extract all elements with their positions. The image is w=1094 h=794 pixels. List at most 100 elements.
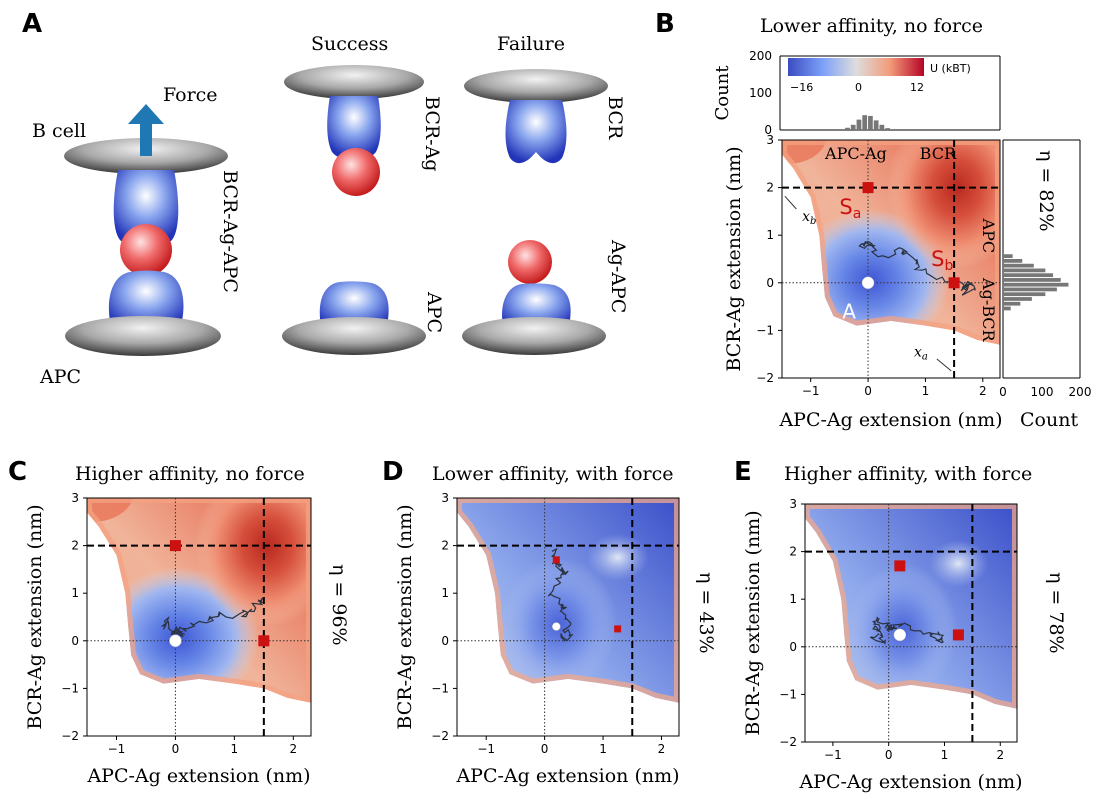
top-hist-bar xyxy=(868,115,873,130)
y-tick-label: 2 xyxy=(71,539,79,553)
ag-apc-label: Ag-APC xyxy=(607,239,629,313)
plot-frame xyxy=(86,497,312,737)
x-tick-label: −1 xyxy=(477,742,495,756)
region-label-apc: APC xyxy=(979,218,998,254)
panel-d-eta: η = 43% xyxy=(695,572,717,654)
y-tick-label: 3 xyxy=(71,491,79,505)
antigen-ball xyxy=(120,224,172,276)
success-antigen-ball xyxy=(332,148,380,196)
x-axis-label: APC-Ag extension (nm) xyxy=(86,765,310,787)
landscape-surface xyxy=(87,498,311,703)
energy-edge xyxy=(782,140,827,164)
y-tick-label: 2 xyxy=(766,181,774,195)
right-hist-tick-100: 100 xyxy=(1031,385,1054,399)
y-axis-label: BCR-Ag extension (nm) xyxy=(24,504,46,729)
saddle-marker xyxy=(952,629,964,641)
failure-apc-disc xyxy=(462,317,606,355)
right-hist-tick-0: 0 xyxy=(999,385,1007,399)
y-tick-label: −2 xyxy=(779,735,797,749)
energy-peak xyxy=(887,140,1000,269)
energy-plateau xyxy=(928,539,989,588)
colorbar-mid: 0 xyxy=(855,81,862,94)
y-tick-label: 2 xyxy=(441,539,449,553)
x-axis-label: APC-Ag extension (nm) xyxy=(778,409,1002,431)
y-tick-label: 1 xyxy=(766,228,774,242)
x-axis-label: APC-Ag extension (nm) xyxy=(455,765,679,787)
panel-c-eta: η = 96% xyxy=(328,564,350,646)
y-tick-label: −1 xyxy=(756,323,774,337)
saddle-marker xyxy=(862,182,874,194)
right-hist-bar xyxy=(1003,263,1034,268)
minimum-marker xyxy=(893,628,907,642)
colorbar-max: 12 xyxy=(910,81,924,94)
xb-annotation-sub: b xyxy=(810,216,816,227)
y-tick-label: −1 xyxy=(431,681,449,695)
y-tick-label: 1 xyxy=(71,586,79,600)
top-hist-bar xyxy=(873,120,879,130)
energy-plateau xyxy=(586,533,649,582)
panel-letter-a: A xyxy=(22,9,42,39)
x-tick-label: −1 xyxy=(824,748,842,762)
y-axis-label: BCR-Ag extension (nm) xyxy=(742,510,764,735)
x-tick-label: 1 xyxy=(599,742,607,756)
saddle-marker xyxy=(948,277,960,289)
right-hist-bar xyxy=(1003,282,1069,287)
right-histogram: 0 100 200 Count η = 82% xyxy=(999,139,1091,431)
panel-e-eta: η = 78% xyxy=(1045,572,1067,654)
y-tick-label: −1 xyxy=(61,681,79,695)
right-hist-bar xyxy=(1003,268,1046,273)
top-hist-bar xyxy=(879,124,885,130)
saddle-label-sa-sub: a xyxy=(853,206,862,222)
xa-annotation-sub: a xyxy=(922,352,928,363)
region-label-apc-ag: APC-Ag xyxy=(824,144,887,163)
minimum-marker xyxy=(552,622,561,631)
xb-arrow-icon xyxy=(784,195,797,210)
right-hist-bars xyxy=(1003,254,1069,311)
x-tick-label: 0 xyxy=(541,742,549,756)
panel-letter-d: D xyxy=(382,457,404,487)
top-hist-bar xyxy=(885,128,890,130)
x-tick-label: 0 xyxy=(864,384,872,398)
panel-e-landscape: −1 0 1 2 −2 −1 0 1 2 3 APC-Ag extension (nm) BCR-Ag… xyxy=(742,497,1023,793)
success-bcr-shape xyxy=(327,96,381,158)
panel-b-title: Lower affinity, no force xyxy=(760,15,983,37)
panel-b: B Lower affinity, no force 200 100 0 Cou… xyxy=(655,9,1091,431)
top-hist-bar xyxy=(856,119,862,130)
y-tick-label: 3 xyxy=(766,133,774,147)
right-hist-bar xyxy=(1003,292,1046,297)
y-tick-label: −1 xyxy=(779,687,797,701)
panel-letter-c: C xyxy=(8,457,27,487)
failure-bcell-disc xyxy=(464,69,608,103)
colorbar xyxy=(788,58,924,76)
x-tick-label: −1 xyxy=(108,742,126,756)
trajectory-line xyxy=(869,616,945,645)
right-hist-bar xyxy=(1003,278,1061,282)
y-tick-label: 3 xyxy=(789,497,797,511)
success-label: Success xyxy=(311,33,388,55)
failure-bcr-shape xyxy=(505,100,567,164)
panel-e-title: Higher affinity, with force xyxy=(784,463,1032,485)
y-axis-label: BCR-Ag extension (nm) xyxy=(723,146,745,371)
x-tick-label: 0 xyxy=(172,742,180,756)
panel-b-landscape: −1 0 1 2 −2 −1 0 1 2 3 APC-Ag extension (nm) BCR-Ag… xyxy=(723,133,1003,431)
x-axis-label: APC-Ag extension (nm) xyxy=(798,771,1022,793)
xa-arrow-icon xyxy=(936,358,952,372)
y-tick-label: 0 xyxy=(789,640,797,654)
apc-label: APC xyxy=(39,366,81,388)
y-tick-label: 0 xyxy=(766,276,774,290)
panel-c-title: Higher affinity, no force xyxy=(75,463,305,485)
right-hist-bar xyxy=(1003,297,1032,301)
right-hist-bar xyxy=(1003,306,1011,311)
top-hist-tick-200: 200 xyxy=(749,49,772,63)
bcr-label: BCR xyxy=(604,96,626,140)
energy-edge xyxy=(87,498,134,522)
success-apc-disc xyxy=(282,317,426,355)
y-axis-label: BCR-Ag extension (nm) xyxy=(394,504,416,729)
force-label: Force xyxy=(163,84,218,106)
failure-label: Failure xyxy=(497,33,565,55)
saddle-marker xyxy=(894,560,906,572)
top-hist-tick-100: 100 xyxy=(749,86,772,100)
top-hist-bar xyxy=(845,127,850,130)
x-tick-label: 0 xyxy=(885,748,893,762)
saddle-marker xyxy=(614,625,622,633)
